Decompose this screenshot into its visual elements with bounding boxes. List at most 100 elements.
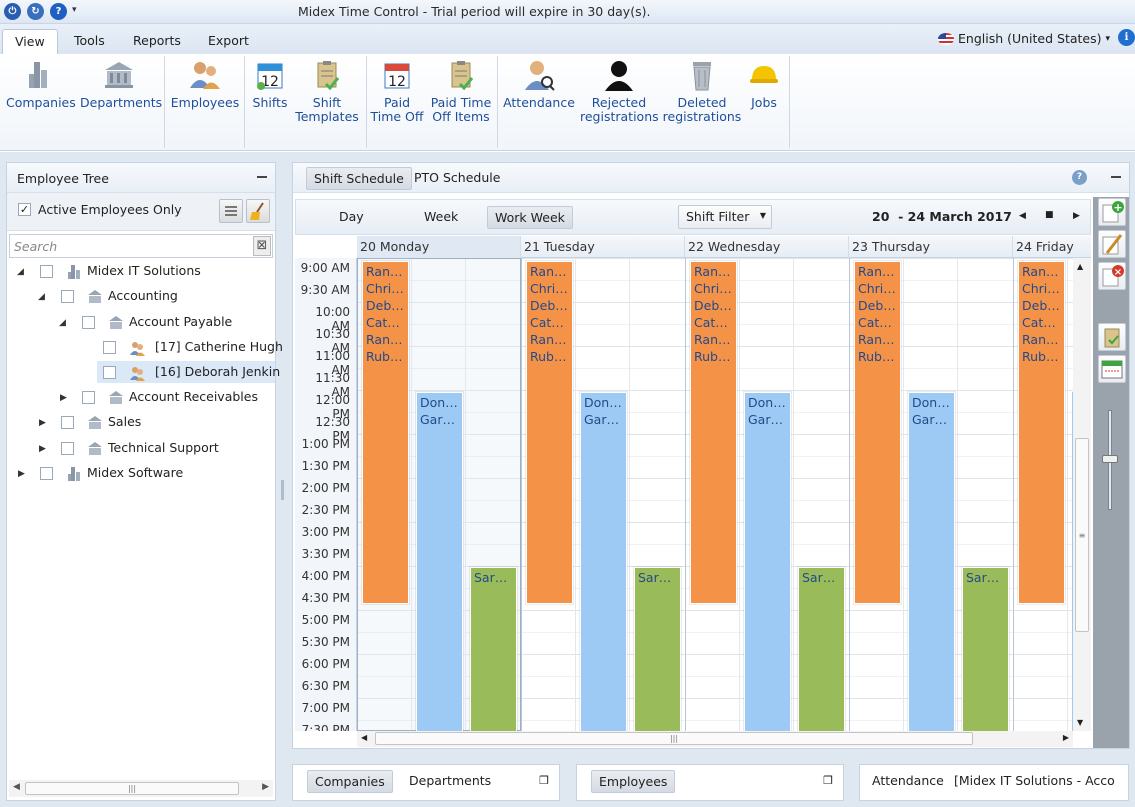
jobs-button[interactable]: Jobs bbox=[744, 58, 784, 110]
delete-shift-button[interactable]: × bbox=[1098, 262, 1126, 290]
shift-appointment[interactable]: Donn... Gary... bbox=[579, 391, 628, 731]
shift-appointment[interactable]: Rand... Chris... Debo... Cath... Rand... Ruby… bbox=[1017, 260, 1066, 605]
scroll-left-icon[interactable]: ◀ bbox=[13, 782, 20, 792]
expand-arrow-icon[interactable]: ▶ bbox=[39, 444, 46, 454]
collapse-arrow-icon[interactable]: ◢ bbox=[17, 267, 24, 277]
day-header[interactable]: 23 Thursday bbox=[849, 236, 1013, 258]
expand-arrow-icon[interactable]: ▶ bbox=[39, 418, 46, 428]
shift-appointment[interactable]: Rand... Chris... Debo... Cath... Rand... Ruby… bbox=[525, 260, 574, 605]
scroll-right-icon[interactable]: ▶ bbox=[262, 782, 269, 792]
shift-appointment[interactable]: Rand... Chris... Debo... Cath... Rand... Ruby… bbox=[689, 260, 738, 605]
add-shift-button[interactable]: + bbox=[1098, 198, 1126, 226]
tab-employees[interactable]: Employees bbox=[591, 770, 676, 793]
shift-appointment[interactable]: Rand... Chris... Debo... Cath... Rand... Ruby… bbox=[361, 260, 410, 605]
scroll-up-icon[interactable]: ▲ bbox=[1077, 262, 1084, 271]
tree-checkbox[interactable] bbox=[103, 341, 116, 354]
tab-pto-schedule[interactable]: PTO Schedule bbox=[414, 170, 501, 185]
shift-templates-button[interactable]: Shift Templates bbox=[292, 58, 362, 124]
next-icon[interactable]: ▶ bbox=[1073, 211, 1080, 221]
tab-shift-schedule[interactable]: Shift Schedule bbox=[306, 167, 412, 190]
day-header[interactable]: 22 Wednesday bbox=[685, 236, 849, 258]
tab-departments[interactable]: Departments bbox=[409, 773, 492, 788]
tree-node-department[interactable]: Technical Support bbox=[108, 440, 219, 455]
tree-node-company[interactable]: Midex Software bbox=[87, 465, 184, 480]
scrollbar-thumb[interactable]: ||| bbox=[375, 732, 973, 745]
edit-shift-button[interactable] bbox=[1098, 230, 1126, 258]
tree-node-department[interactable]: Account Receivables bbox=[129, 389, 258, 404]
paid-time-off-button[interactable]: 12 Paid Time Off bbox=[368, 58, 426, 124]
tree-checkbox[interactable] bbox=[82, 391, 95, 404]
tree-checkbox[interactable] bbox=[40, 265, 53, 278]
day-header[interactable]: 20 Monday bbox=[357, 236, 521, 258]
tree-checkbox[interactable] bbox=[61, 442, 74, 455]
tree-node-employee[interactable]: [16] Deborah Jenkin bbox=[155, 364, 281, 379]
horizontal-scrollbar[interactable]: ◀ ||| ▶ bbox=[9, 780, 273, 797]
tab-tools[interactable]: Tools bbox=[74, 33, 105, 48]
scroll-down-icon[interactable]: ▼ bbox=[1077, 718, 1084, 727]
day-header[interactable]: 21 Tuesday bbox=[521, 236, 685, 258]
tree-node-department[interactable]: Account Payable bbox=[129, 314, 233, 329]
tree-checkbox[interactable] bbox=[103, 366, 116, 379]
deleted-registrations-button[interactable]: Deleted registrations bbox=[662, 58, 742, 124]
view-work-week[interactable]: Work Week bbox=[487, 206, 573, 229]
scroll-right-icon[interactable]: ▶ bbox=[1062, 733, 1069, 742]
tree-node-department[interactable]: Accounting bbox=[108, 288, 178, 303]
scrollbar-thumb[interactable]: ||| bbox=[25, 782, 239, 795]
tab-reports[interactable]: Reports bbox=[133, 33, 181, 48]
expand-arrow-icon[interactable]: ▶ bbox=[18, 469, 25, 479]
shift-appointment[interactable]: Rand... Chris... Debo... Cath... Rand... Ruby… bbox=[853, 260, 902, 605]
vertical-scrollbar[interactable]: ▲ ≡ ▼ bbox=[1073, 258, 1091, 731]
active-only-checkbox[interactable]: ✓ bbox=[18, 203, 31, 216]
tab-export[interactable]: Export bbox=[208, 33, 249, 48]
apply-template-button[interactable] bbox=[1098, 323, 1126, 351]
list-view-button[interactable] bbox=[219, 199, 243, 223]
tree-checkbox[interactable] bbox=[40, 467, 53, 480]
customize-toolbar-icon[interactable]: ▾ bbox=[72, 5, 77, 15]
horizontal-scrollbar[interactable]: ◀ ||| ▶ bbox=[357, 731, 1073, 747]
expand-arrow-icon[interactable]: ▶ bbox=[60, 393, 67, 403]
view-week[interactable]: Week bbox=[424, 209, 459, 224]
shifts-button[interactable]: 12 Shifts bbox=[248, 58, 292, 110]
paid-time-off-items-button[interactable]: Paid Time Off Items bbox=[428, 58, 494, 124]
tab-view[interactable]: View bbox=[2, 29, 58, 54]
today-icon[interactable]: ■ bbox=[1045, 210, 1054, 220]
shift-appointment[interactable]: Sara... bbox=[469, 566, 518, 731]
attendance-label[interactable]: Attendance bbox=[872, 773, 944, 788]
refresh-icon[interactable]: ↻ bbox=[27, 3, 44, 20]
view-day[interactable]: Day bbox=[339, 209, 364, 224]
scroll-left-icon[interactable]: ◀ bbox=[361, 733, 368, 742]
previous-icon[interactable]: ◀ bbox=[1019, 211, 1026, 221]
minimize-icon[interactable] bbox=[257, 176, 267, 178]
zoom-slider-thumb[interactable] bbox=[1102, 455, 1118, 463]
companies-button[interactable]: Companies bbox=[6, 58, 76, 110]
day-header[interactable]: 24 Friday bbox=[1013, 236, 1091, 258]
tree-checkbox[interactable] bbox=[61, 290, 74, 303]
collapse-arrow-icon[interactable]: ◢ bbox=[59, 318, 66, 328]
search-input[interactable]: Search ⊠ bbox=[9, 234, 273, 258]
attendance-button[interactable]: Attendance bbox=[502, 58, 576, 110]
scrollbar-thumb[interactable]: ≡ bbox=[1075, 438, 1089, 632]
shift-appointment[interactable]: Donn... Gary... bbox=[743, 391, 792, 731]
departments-button[interactable]: Departments bbox=[80, 58, 162, 110]
help-icon[interactable]: ? bbox=[1072, 170, 1087, 185]
tree-node-employee[interactable]: [17] Catherine Hugh bbox=[155, 339, 283, 354]
schedule-calendar-button[interactable] bbox=[1098, 355, 1126, 383]
minimize-icon[interactable] bbox=[1111, 176, 1121, 178]
tree-node-company[interactable]: Midex IT Solutions bbox=[87, 263, 201, 278]
tree-checkbox[interactable] bbox=[82, 316, 95, 329]
shift-appointment[interactable]: Donn... Gary... bbox=[907, 391, 956, 731]
tree-node-department[interactable]: Sales bbox=[108, 414, 142, 429]
tree-checkbox[interactable] bbox=[61, 416, 74, 429]
info-icon[interactable]: i bbox=[1118, 29, 1135, 46]
tab-companies[interactable]: Companies bbox=[307, 770, 393, 793]
employees-button[interactable]: Employees bbox=[170, 58, 240, 110]
rejected-registrations-button[interactable]: Rejected registrations bbox=[580, 58, 659, 124]
restore-icon[interactable]: ❐ bbox=[823, 774, 833, 787]
language-selector[interactable]: English (United States) ▾ bbox=[938, 31, 1110, 46]
app-menu-icon[interactable]: ⏻ bbox=[4, 3, 21, 20]
splitter-grip[interactable] bbox=[281, 480, 284, 500]
help-icon[interactable]: ? bbox=[50, 3, 67, 20]
shift-appointment[interactable]: Sara... bbox=[797, 566, 846, 731]
shift-appointment[interactable]: Donn... Gary... bbox=[415, 391, 464, 731]
clear-search-icon[interactable]: ⊠ bbox=[253, 236, 271, 256]
